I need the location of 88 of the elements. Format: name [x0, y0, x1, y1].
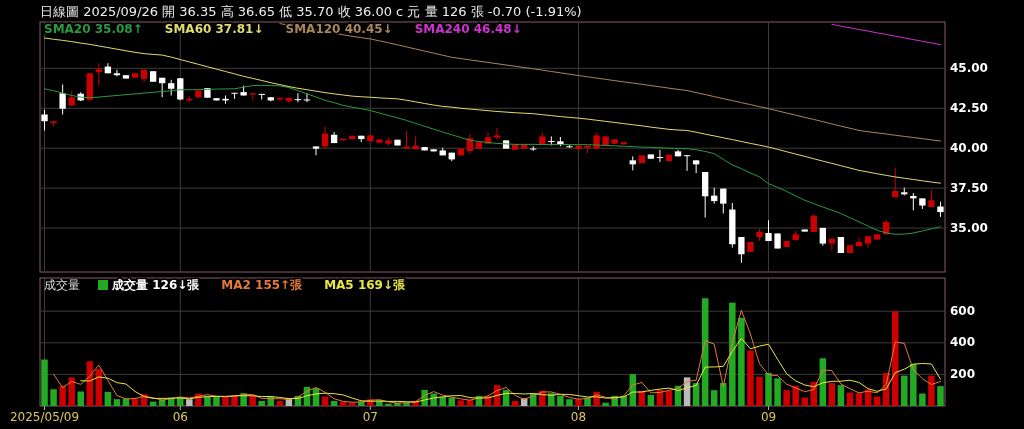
- text: SMA20 35.08↑: [44, 22, 143, 36]
- bar: [828, 383, 836, 406]
- bar: [756, 376, 763, 406]
- bar: [59, 385, 66, 406]
- x-tick-label: 09: [760, 410, 777, 424]
- bar: [457, 400, 465, 406]
- candlestick: [828, 238, 836, 251]
- x-tick-label: 07: [362, 410, 378, 424]
- candlestick: [692, 159, 700, 174]
- y-tick-label: 42.50: [950, 100, 988, 115]
- bar: [765, 372, 772, 406]
- series-label: SMA60 37.81↓: [164, 22, 264, 36]
- bar: [855, 393, 863, 406]
- candlestick: [738, 236, 745, 264]
- bar: [511, 400, 519, 406]
- line-series: [53, 309, 941, 404]
- bar: [928, 375, 935, 406]
- x-tick-label: 08: [570, 410, 587, 424]
- bar: [783, 390, 790, 406]
- legend-label: 成交量 126↓張: [111, 278, 201, 292]
- candlestick: [493, 127, 501, 141]
- bar: [919, 393, 926, 406]
- candlestick: [294, 92, 302, 103]
- bar: [430, 393, 437, 406]
- bar: [222, 396, 229, 406]
- candlestick: [720, 188, 727, 215]
- y-tick-label: 35.00: [950, 220, 988, 235]
- candlestick: [892, 167, 899, 199]
- text: MA2 155↑張: [221, 278, 304, 292]
- line-series: [44, 84, 941, 235]
- line-series: [279, 23, 941, 142]
- text: MA5 169↓張: [324, 278, 406, 292]
- y-tick-label: 600: [950, 303, 976, 318]
- bar: [231, 395, 238, 406]
- bar: [602, 402, 609, 406]
- bar: [385, 403, 392, 406]
- bar: [738, 317, 745, 406]
- candlestick: [303, 92, 311, 103]
- x-tick-label: 06: [172, 410, 188, 424]
- line-series: [80, 337, 941, 403]
- bar: [801, 397, 808, 406]
- candlestick: [95, 62, 102, 87]
- y-tick-label: 45.00: [950, 60, 988, 75]
- bar: [665, 390, 673, 406]
- bar: [837, 385, 845, 406]
- bar: [720, 383, 727, 406]
- bar: [50, 389, 57, 406]
- bar: [41, 359, 48, 406]
- bar: [330, 400, 338, 406]
- bar: [77, 391, 84, 406]
- bar: [439, 396, 446, 406]
- bar: [403, 402, 410, 406]
- bar: [186, 399, 193, 406]
- bar: [249, 395, 256, 406]
- x-tick-label: 2025/05/09: [9, 410, 80, 424]
- chart-title: 成交量: [44, 278, 80, 292]
- bar: [729, 302, 736, 406]
- bar: [774, 378, 781, 406]
- bar: [104, 391, 112, 406]
- bar: [910, 363, 917, 406]
- bar: [68, 377, 75, 406]
- candlestick: [41, 109, 48, 131]
- text: SMA240 46.48↓: [414, 22, 522, 36]
- bar: [113, 399, 121, 406]
- y-tick-label: 200: [950, 366, 976, 381]
- candlestick: [113, 69, 121, 77]
- candlestick: [312, 145, 320, 156]
- y-tick-label: 40.00: [950, 140, 988, 155]
- bar: [647, 394, 655, 406]
- chart-title: 日線圖 2025/09/26 開 36.35 高 36.65 低 35.70 收 36.00 c 元 量 126 張 -0.70 (-1.91%): [40, 4, 582, 19]
- bar: [557, 395, 564, 406]
- bar: [747, 350, 754, 406]
- bar: [584, 397, 591, 406]
- candlestick: [656, 149, 664, 163]
- bar: [276, 400, 284, 406]
- line-series: [831, 23, 941, 46]
- bar: [792, 385, 799, 406]
- bar: [901, 375, 908, 406]
- bar: [566, 399, 573, 406]
- y-tick-label: 400: [950, 335, 976, 350]
- candlestick: [59, 83, 66, 115]
- bar: [710, 390, 718, 406]
- y-tick-label: 37.50: [950, 180, 988, 195]
- bar: [213, 396, 220, 406]
- candlestick: [683, 154, 691, 172]
- bar: [937, 386, 944, 406]
- bar: [258, 400, 265, 406]
- line-series: [44, 37, 941, 184]
